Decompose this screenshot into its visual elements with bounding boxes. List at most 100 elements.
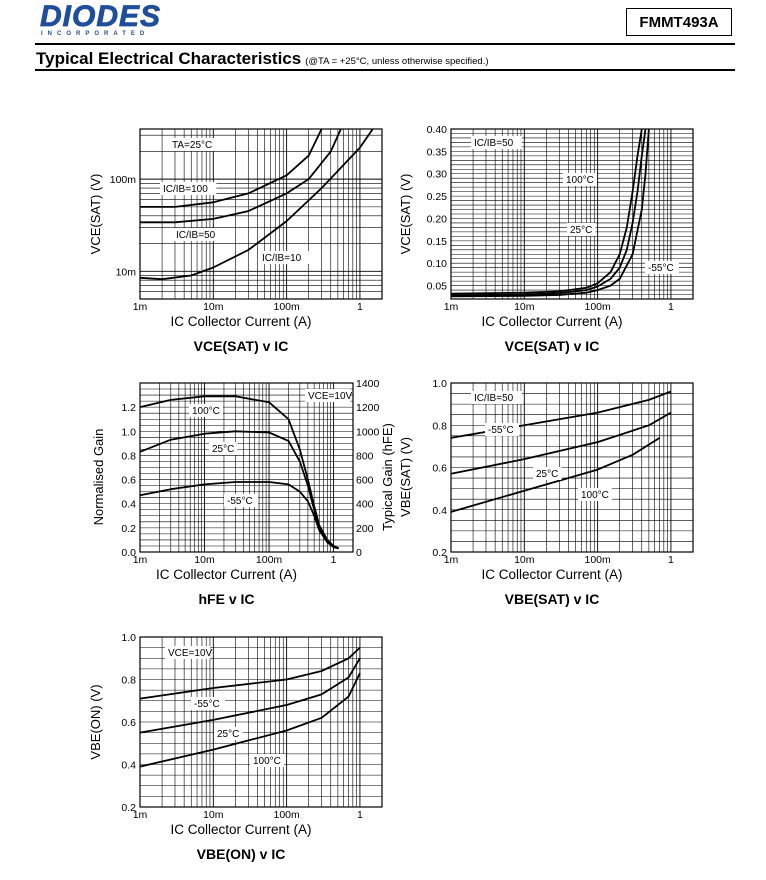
series-line-100°C: [450, 437, 661, 513]
annotation-label: IC/IB=50: [474, 138, 514, 149]
annotation-bg: [191, 697, 225, 710]
x-axis-label: IC Collector Current (A): [170, 822, 311, 837]
annotation-label: 100°C: [192, 406, 220, 417]
y-tick-label: 0.2: [432, 547, 447, 559]
y2-tick-label: 200: [356, 523, 374, 535]
annotation-bg: [567, 223, 596, 236]
annotation-bg: [533, 467, 562, 480]
logo-wordmark: DIODES: [40, 1, 161, 33]
annotation-label: IC/IB=10: [262, 253, 302, 264]
header-rule: [35, 43, 735, 45]
y-tick-label: 0.05: [427, 281, 448, 293]
section-rule: [35, 69, 735, 71]
series-line-100°C: [450, 128, 643, 295]
chart-title: VCE(SAT) v IC: [505, 338, 600, 354]
annotation-label: IC/IB=100: [163, 184, 208, 195]
annotation-bg: [305, 389, 351, 402]
y-tick-label: 0.30: [427, 169, 448, 181]
annotation-bg: [189, 404, 223, 417]
logo-subtext: INCORPORATED: [41, 31, 149, 37]
series-line-25°C: [450, 411, 672, 475]
annotation-bg: [160, 182, 217, 195]
chart-title: VCE(SAT) v IC: [194, 338, 289, 354]
series-line--55°C: [139, 481, 339, 550]
series-line-IC/IB=50: [140, 128, 342, 224]
y-axis-label: VBE(ON) (V): [88, 684, 103, 759]
annotation-label: 25°C: [570, 225, 592, 236]
x-axis-label: IC Collector Current (A): [170, 314, 311, 329]
y-tick-label: 0.8: [121, 675, 136, 687]
y-tick-label: 0.2: [121, 802, 136, 814]
annotation-label: IC/IB=50: [176, 230, 216, 241]
annotation-bg: [578, 488, 612, 501]
annotation-bg: [224, 494, 258, 507]
y2-tick-label: 0: [356, 547, 362, 559]
x-tick-label: 100m: [584, 554, 611, 566]
y-tick-label: 0.20: [427, 213, 448, 225]
annotation-label: VCE=10V: [168, 648, 213, 659]
part-number: FMMT493A: [639, 13, 719, 31]
chart-vcesat-tamb: 1m 10m 100m 1 10m 100m VCE(SAT) (V) IC Collecto…: [88, 128, 383, 354]
y-tick-label: 1.0: [432, 378, 447, 390]
y-tick-label: 1.0: [121, 426, 136, 438]
annotation-bg: [485, 423, 519, 436]
y-tick-label: 1.2: [121, 402, 136, 414]
y2-tick-label: 400: [356, 499, 374, 511]
series-line--55°C: [450, 128, 650, 298]
plot-frame: [450, 382, 694, 553]
y-tick-label: 0.8: [432, 420, 447, 432]
annotation-label: IC/IB=50: [474, 393, 514, 404]
x-tick-label: 100m: [273, 809, 300, 821]
annotation-label: 100°C: [566, 175, 594, 186]
x-axis-label: IC Collector Current (A): [481, 314, 622, 329]
annotation-label: TA=25°C: [172, 140, 212, 151]
annotation-label: 25°C: [536, 469, 558, 480]
y-tick-label: 0.6: [121, 475, 136, 487]
y-tick-label: 0.8: [121, 450, 136, 462]
y-axis-label: VCE(SAT) (V): [88, 174, 103, 255]
chart-vbeon: 1m 10m 100m 1 0.2 0.4 0.6 0.8 1.0 VBE(ON) (V) IC C…: [88, 632, 383, 862]
annotation-label: -55°C: [488, 425, 514, 436]
annotation-label: VCE=10V: [308, 391, 353, 402]
annotation-label: 25°C: [217, 729, 239, 740]
x-tick-label: 1m: [133, 301, 148, 313]
plot-frame: [139, 382, 354, 553]
y2-tick-label: 1000: [356, 426, 380, 438]
section-heading: Typical Electrical Characteristics (@TA =…: [36, 49, 489, 69]
y2-tick-label: 1200: [356, 402, 380, 414]
y-tick-label: 0.6: [432, 463, 447, 475]
y2-tick-label: 600: [356, 475, 374, 487]
annotation-bg: [173, 228, 224, 241]
chart-vbesat: 1m 10m 100m 1 0.2 0.4 0.6 0.8 1.0 VBE(SAT) (V) IC …: [398, 378, 694, 607]
series-line-100°C: [139, 672, 361, 768]
y2-axis-label: Typical Gain (hFE): [380, 423, 395, 531]
series-line-25°C: [139, 657, 361, 734]
chart-title: hFE v IC: [198, 591, 254, 607]
series-line-IC/IB=100: [140, 128, 323, 208]
y-tick-label: 0.25: [427, 191, 448, 203]
annotation-bg: [250, 754, 284, 767]
annotation-label: 100°C: [253, 756, 281, 767]
x-tick-label: 10m: [194, 554, 215, 566]
x-tick-label: 1m: [444, 554, 459, 566]
chart-vcesat-temp: 1m 10m 100m 1 0.05 0.10 0.15 0.20 0.25 0.30 0.35 0.…: [398, 124, 694, 354]
y2-tick-label: 800: [356, 450, 374, 462]
y-axis-label: VBE(SAT) (V): [398, 437, 413, 517]
x-tick-label: 1: [357, 809, 363, 821]
x-tick-label: 100m: [584, 301, 611, 313]
plot-frame: [139, 636, 383, 808]
annotation-bg: [563, 173, 597, 186]
y-tick-label: 1.0: [121, 632, 136, 644]
y-tick-label: 0.2: [121, 523, 136, 535]
x-tick-label: 10m: [514, 554, 535, 566]
y-tick-label: 0.4: [121, 499, 136, 511]
y-axis-label: Normalised Gain: [91, 429, 106, 526]
y-tick-label: 0.6: [121, 717, 136, 729]
x-tick-label: 1: [357, 301, 363, 313]
x-tick-label: 10m: [203, 809, 224, 821]
x-tick-label: 10m: [203, 301, 224, 313]
y-tick-label: 0.10: [427, 258, 448, 270]
part-number-box: FMMT493A: [626, 8, 732, 36]
y-tick-label: 0.35: [427, 146, 448, 158]
